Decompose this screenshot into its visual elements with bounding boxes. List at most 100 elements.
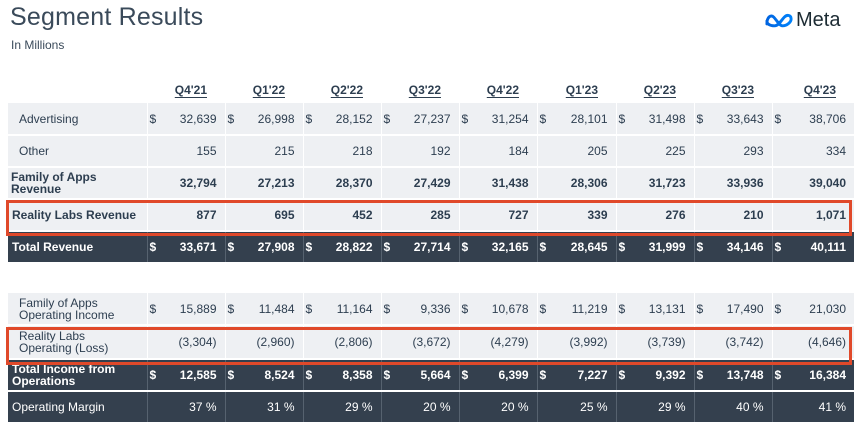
currency-symbol: $ [383,111,391,126]
currency-symbol: $ [305,111,313,126]
value-cell: 31,999 [648,240,686,254]
header-row: Q4'21 Q1'22 Q2'22 Q3'22 Q4'22 Q1'23 Q2'2… [8,76,854,103]
value-cell: 16,384 [809,368,846,382]
currency-symbol: $ [383,368,391,382]
value-cell: 8,524 [264,368,295,382]
currency-symbol: $ [461,111,469,126]
value-cell: 40,111 [810,240,846,254]
value-cell: 452 [302,199,381,232]
row-total-revenue: Total Revenue $33,671 $27,908 $28,822 $2… [8,231,854,264]
meta-logo-text: Meta [796,9,841,31]
currency-symbol: $ [539,111,547,126]
row-label: Family of Apps Revenue [8,167,147,200]
value-cell: 215 [224,135,303,168]
value-cell: 9,392 [655,368,686,382]
value-cell: 31,723 [615,167,694,200]
quarter-header: Q4'23 [803,82,836,97]
value-cell: 34,146 [726,240,764,254]
currency-symbol: $ [696,368,704,382]
value-cell: 6,399 [498,368,529,382]
currency-symbol: $ [618,240,626,254]
value-cell: (3,672) [380,325,459,360]
page-title: Segment Results [10,3,204,31]
value-cell: 339 [536,199,616,232]
currency-symbol: $ [149,111,157,126]
currency-symbol: $ [383,240,391,254]
value-cell: 210 [693,199,772,232]
value-cell: 155 [146,135,225,168]
currency-symbol: $ [149,301,157,316]
row-other: Other 155 215 218 192 184 205 225 293 33… [8,135,854,168]
row-reality-labs-operating-loss: Reality Labs Operating (Loss) (3,304) (2… [8,325,854,360]
value-cell: 25 % [536,391,616,424]
quarter-header: Q2'22 [330,82,363,97]
row-family-of-apps-revenue: Family of Apps Revenue 32,794 27,213 28,… [8,167,854,200]
currency-symbol: $ [539,240,547,254]
value-cell: (4,646) [771,325,854,360]
currency-symbol: $ [461,240,469,254]
currency-symbol: $ [227,111,235,126]
value-cell: (3,992) [536,325,616,360]
value-cell: 38,706 [809,111,846,126]
value-cell: (2,960) [224,325,303,360]
currency-symbol: $ [696,301,704,316]
value-cell: 877 [146,199,225,232]
row-total-income-from-operations: Total Income from Operations $12,585 $8,… [8,359,854,392]
value-cell: 27,429 [380,167,459,200]
value-cell: 184 [458,135,537,168]
meta-infinity-icon [765,13,793,28]
value-cell: 285 [380,199,459,232]
value-cell: 28,306 [536,167,616,200]
segment-results-table: Q4'21 Q1'22 Q2'22 Q3'22 Q4'22 Q1'23 Q2'2… [8,76,854,424]
value-cell: 15,889 [179,301,217,316]
value-cell: 11,164 [336,301,373,316]
currency-symbol: $ [149,368,157,382]
value-cell: 32,639 [179,111,217,126]
value-cell: 27,908 [257,240,295,254]
value-cell: (3,742) [693,325,772,360]
currency-symbol: $ [774,111,782,126]
currency-symbol: $ [383,301,391,316]
currency-symbol: $ [774,240,782,254]
value-cell: 37 % [146,391,225,424]
value-cell: 20 % [380,391,459,424]
value-cell: 8,358 [342,368,373,382]
currency-symbol: $ [227,240,235,254]
row-label: Total Income from Operations [8,359,147,392]
currency-symbol: $ [618,111,626,126]
row-operating-margin: Operating Margin 37 % 31 % 29 % 20 % 20 … [8,391,854,424]
row-label: Advertising [8,103,147,136]
quarter-header: Q1'23 [565,82,598,97]
value-cell: (3,304) [146,325,225,360]
value-cell: 26,998 [257,111,295,126]
row-label: Family of Apps Operating Income [8,293,147,326]
quarter-header: Q3'22 [408,82,441,97]
value-cell: 7,227 [577,368,608,382]
value-cell: 32,165 [491,240,529,254]
value-cell: 28,645 [570,240,608,254]
value-cell: 32,794 [146,167,225,200]
quarter-header: Q4'22 [486,82,519,97]
value-cell: 31,438 [458,167,537,200]
value-cell: 20 % [458,391,537,424]
value-cell: 293 [693,135,772,168]
value-cell: 13,131 [648,301,686,316]
value-cell: 334 [771,135,854,168]
currency-symbol: $ [227,368,235,382]
quarter-header: Q2'23 [643,82,676,97]
meta-logo: Meta [764,9,840,32]
value-cell: 40 % [693,391,772,424]
value-cell: 28,370 [302,167,381,200]
value-cell: 225 [615,135,694,168]
row-label: Reality Labs Operating (Loss) [8,325,147,360]
currency-symbol: $ [618,368,626,382]
currency-symbol: $ [774,368,782,382]
quarter-header: Q3'23 [721,82,754,97]
value-cell: 5,664 [420,368,451,382]
page-subtitle: In Millions [11,38,65,52]
value-cell: 33,643 [726,111,764,126]
value-cell: 218 [302,135,381,168]
quarter-header: Q1'22 [252,82,285,97]
value-cell: 9,336 [420,301,451,316]
currency-symbol: $ [149,240,157,254]
